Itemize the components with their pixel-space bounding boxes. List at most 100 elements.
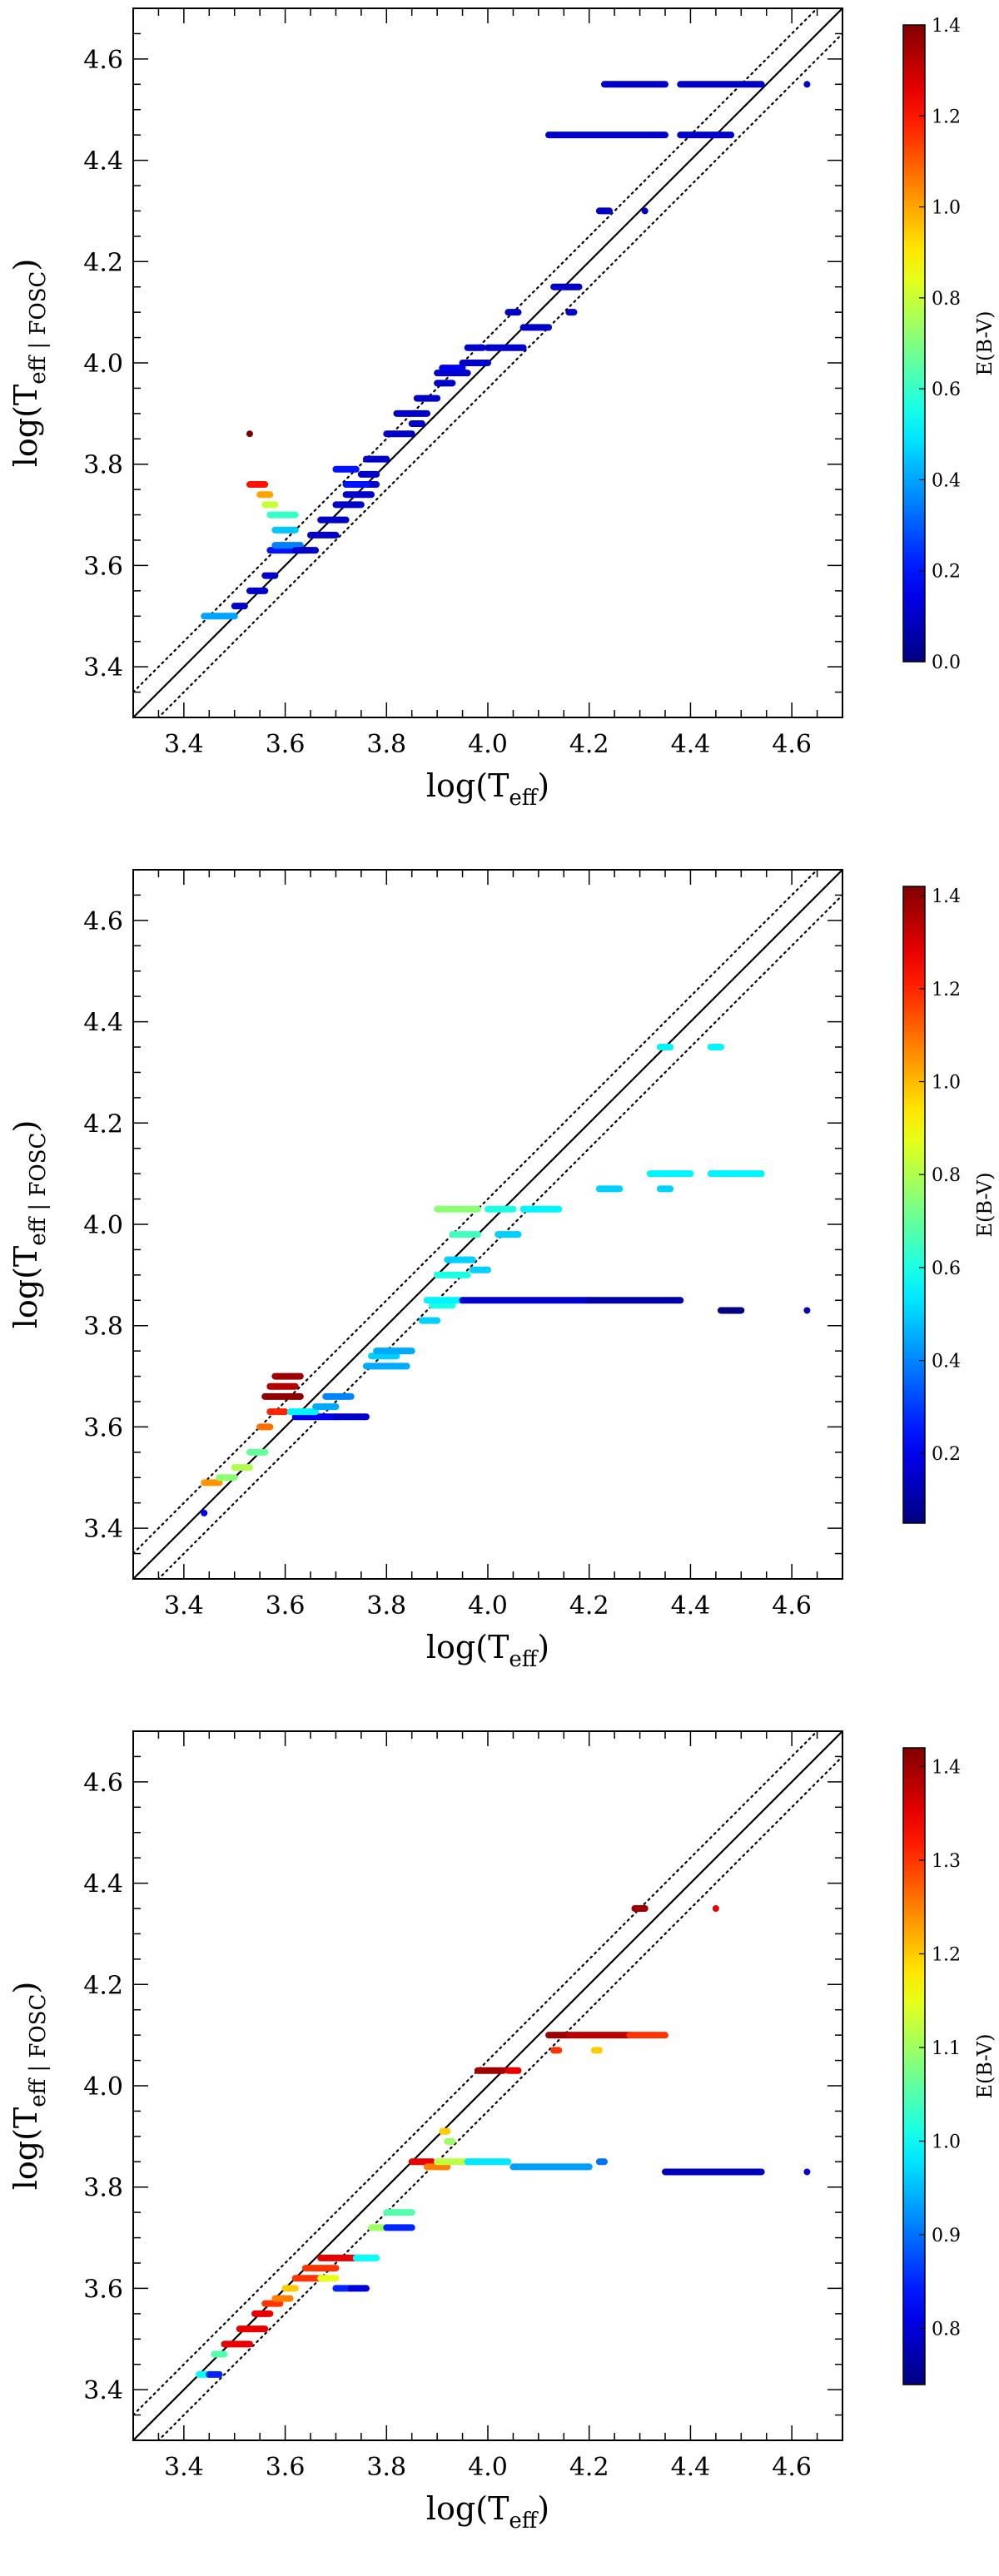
colorbar-tick-label: 0.9	[932, 2226, 961, 2246]
colorbar-tick-label: 1.3	[932, 1851, 961, 1872]
y-tick-label: 3.6	[83, 2275, 123, 2304]
x-tick-label: 3.8	[366, 730, 406, 759]
x-tick-label: 3.4	[164, 1591, 204, 1621]
colorbar-tick-label: 1.4	[932, 16, 961, 37]
identity-line	[133, 1731, 842, 2440]
y-axis-label: log(Teff | FOSC)	[7, 259, 51, 468]
x-tick-label: 4.2	[569, 1591, 609, 1621]
colorbar-tick-label: 0.6	[932, 380, 961, 400]
x-tick-label: 4.4	[671, 2453, 711, 2482]
colorbar	[902, 1747, 926, 2385]
y-tick-label: 3.8	[83, 2174, 123, 2203]
x-tick-label: 3.4	[164, 730, 204, 759]
y-tick-label: 4.2	[83, 1109, 123, 1139]
colorbar	[902, 886, 926, 1524]
colorbar-tick-label: 1.2	[932, 980, 961, 1000]
x-tick-label: 4.0	[468, 2453, 508, 2482]
colorbar-tick-label: 1.4	[932, 1758, 961, 1779]
x-tick-label: 3.6	[266, 730, 306, 759]
data-point-run	[803, 2168, 811, 2176]
upper-offset-line	[133, 870, 819, 1555]
x-tick-label: 4.0	[468, 1591, 508, 1621]
y-axis-label: log(Teff | FOSC)	[7, 1982, 51, 2191]
colorbar-tick-label: 0.6	[932, 1258, 961, 1279]
colorbar-tick-label: 0.4	[932, 470, 961, 491]
data-point-run	[246, 430, 253, 438]
x-axis-label: log(Teff)	[426, 767, 549, 811]
scatter-chart-middle: 3.4 3.6 3.8 4.0 4.2 4.4 4.6 3.4 3.6 3.8 4.0 4.2 4.4 4…	[7, 869, 997, 1672]
y-tick-label: 4.4	[83, 1870, 123, 1899]
y-tick-label: 3.4	[83, 2376, 123, 2405]
data-point-run	[641, 207, 649, 215]
x-tick-label: 4.6	[772, 2453, 812, 2482]
data-point-run	[803, 1307, 811, 1314]
lower-offset-line	[157, 1755, 842, 2440]
y-tick-label: 3.4	[83, 1515, 123, 1544]
scatter-chart-bottom: 3.4 3.6 3.8 4.0 4.2 4.4 4.6 3.4 3.6 3.8 4.0 4.2 4.4 4…	[7, 1730, 997, 2534]
x-axis-label: log(Teff)	[426, 1629, 549, 1672]
data-point-run	[201, 1509, 208, 1516]
plot-area	[133, 870, 842, 1579]
x-tick-label: 4.4	[671, 730, 711, 759]
x-tick-label: 4.6	[772, 1591, 812, 1621]
y-tick-label: 3.6	[83, 1413, 123, 1442]
x-axis-label: log(Teff)	[426, 2490, 549, 2534]
y-tick-label: 4.6	[83, 46, 123, 75]
plot-area	[133, 1731, 842, 2440]
upper-offset-line	[133, 1731, 819, 2416]
colorbar-label: E(B-V)	[973, 1172, 997, 1237]
y-tick-label: 4.6	[83, 907, 123, 936]
upper-offset-line	[133, 8, 819, 693]
colorbar-tick-label: 1.0	[932, 2132, 961, 2153]
x-tick-label: 4.6	[772, 730, 812, 759]
panel-bottom: 3.4 3.6 3.8 4.0 4.2 4.4 4.6 3.4 3.6 3.8 4.0 4.2 4.4 4…	[0, 1723, 999, 2564]
y-tick-label: 4.4	[83, 147, 123, 176]
colorbar	[902, 24, 926, 663]
colorbar-label: E(B-V)	[973, 310, 997, 375]
x-tick-label: 4.2	[569, 2453, 609, 2482]
y-tick-label: 4.0	[83, 2072, 123, 2102]
y-tick-label: 3.8	[83, 1313, 123, 1342]
colorbar-tick-label: 1.2	[932, 107, 961, 127]
x-tick-label: 3.4	[164, 2453, 204, 2482]
lower-offset-line	[157, 32, 842, 717]
lower-offset-line	[157, 894, 842, 1579]
x-tick-label: 3.8	[366, 1591, 406, 1621]
identity-line	[133, 870, 842, 1579]
data-point-run	[803, 81, 811, 88]
x-tick-label: 3.8	[366, 2453, 406, 2482]
x-tick-label: 3.6	[266, 2453, 306, 2482]
y-tick-label: 4.0	[83, 1211, 123, 1240]
x-tick-label: 4.0	[468, 730, 508, 759]
colorbar-label: E(B-V)	[973, 2033, 997, 2098]
x-tick-label: 4.4	[671, 1591, 711, 1621]
y-tick-label: 3.4	[83, 653, 123, 682]
x-tick-label: 3.6	[266, 1591, 306, 1621]
panel-middle: 3.4 3.6 3.8 4.0 4.2 4.4 4.6 3.4 3.6 3.8 4.0 4.2 4.4 4…	[0, 861, 999, 1702]
y-tick-label: 4.2	[83, 1971, 123, 2000]
colorbar-tick-label: 0.8	[932, 2320, 961, 2340]
scatter-chart-top: 3.4 3.6 3.8 4.0 4.2 4.4 4.6 3.4 3.6 3.8 4.0 4.2 4.4 4…	[7, 7, 997, 811]
colorbar-tick-label: 0.0	[932, 653, 961, 673]
y-tick-label: 4.6	[83, 1769, 123, 1798]
colorbar-tick-label: 1.2	[932, 1945, 961, 1966]
colorbar-tick-label: 1.0	[932, 198, 961, 219]
y-tick-label: 3.8	[83, 451, 123, 480]
y-tick-label: 4.0	[83, 350, 123, 379]
colorbar-tick-label: 1.1	[932, 2038, 961, 2059]
colorbar-tick-label: 0.2	[932, 562, 961, 583]
colorbar-tick-label: 0.8	[932, 1165, 961, 1186]
colorbar-tick-label: 0.8	[932, 289, 961, 310]
colorbar-tick-label: 0.4	[932, 1352, 961, 1372]
plot-area	[133, 8, 842, 717]
colorbar-tick-label: 1.4	[932, 886, 961, 907]
y-tick-label: 4.4	[83, 1009, 123, 1038]
y-tick-label: 4.2	[83, 248, 123, 277]
panel-top: 3.4 3.6 3.8 4.0 4.2 4.4 4.6 3.4 3.6 3.8 4.0 4.2 4.4 4…	[0, 0, 999, 841]
data-point-run	[712, 1905, 719, 1912]
y-axis-label: log(Teff | FOSC)	[7, 1120, 51, 1329]
colorbar-tick-label: 1.0	[932, 1073, 961, 1094]
y-tick-label: 3.6	[83, 552, 123, 581]
colorbar-tick-label: 0.2	[932, 1444, 961, 1465]
x-tick-label: 4.2	[569, 730, 609, 759]
